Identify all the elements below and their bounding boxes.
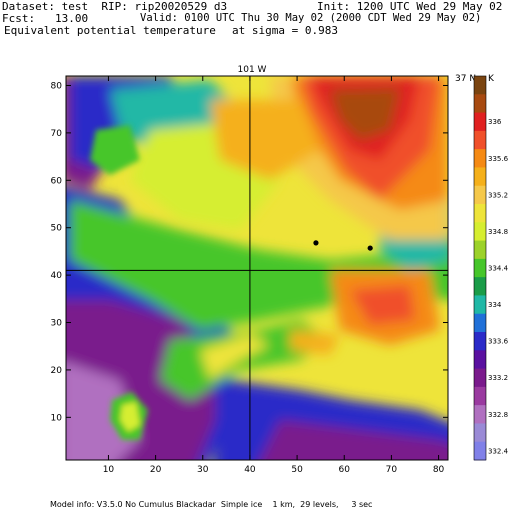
y-tick-label: 20 [51,366,63,376]
x-tick-label: 70 [386,465,398,475]
fcst-line: Fcst: 13.00 [2,12,89,25]
y-tick-label: 50 [51,224,63,234]
x-tick-label: 60 [339,465,351,475]
colorbar-swatch [474,185,486,205]
x-tick-label: 40 [244,465,256,475]
colorbar-label: 333.2 [488,374,508,382]
station-marker [313,240,319,246]
y-tick-label: 10 [51,413,63,423]
x-tick-label: 30 [197,465,209,475]
colorbar-frame [473,75,487,461]
top-meridian-label: 101 W [238,65,267,75]
heatmap-field [66,76,448,460]
colorbar-swatch [474,258,486,278]
colorbar-swatch [474,368,486,388]
colorbar-label: 334.4 [488,265,509,273]
colorbar-label: 334.8 [488,228,508,236]
colorbar-swatch [474,313,486,333]
colorbar-label: 335.2 [488,191,508,199]
colorbar-label: 332.4 [488,447,509,455]
plot-frame [65,75,449,461]
colorbar-swatch [474,130,486,150]
right-parallel-label: 37 N [455,74,476,84]
colorbar-swatch [474,441,486,461]
colorbar-swatch [474,423,486,443]
colorbar-swatch [474,240,486,260]
valid-line: Valid: 0100 UTC Thu 30 May 02 (2000 CDT … [140,12,482,24]
station-marker [367,245,373,251]
colorbar-swatch [474,149,486,168]
y-tick-label: 70 [51,129,63,139]
x-tick-label: 20 [150,465,162,475]
colorbar-swatch [474,277,486,296]
colorbar-swatch [474,295,486,315]
y-tick-label: 40 [51,271,63,281]
colorbar-swatch [474,350,486,370]
y-tick-label: 80 [51,81,63,91]
colorbar-swatch [474,204,486,223]
model-info-footer: Model info: V3.5.0 No Cumulus Blackadar … [50,500,373,509]
colorbar-swatch [474,167,486,187]
field-line: Equivalent potential temperature [4,24,216,37]
colorbar-swatch [474,222,486,242]
colorbar-swatch [474,405,486,424]
station-markers [313,240,373,251]
y-axis: 10 20 30 40 50 60 70 80 [51,81,448,423]
colorbar-label: 334 [488,301,502,309]
colorbar-swatch [474,94,486,114]
x-tick-label: 50 [291,465,303,475]
colorbar-unit-label: K [488,74,495,84]
sigma-line: at sigma = 0.983 [232,24,338,37]
map-lines [66,76,448,460]
x-tick-label: 80 [433,465,445,475]
init-line: Init: 1200 UTC Wed 29 May 02 [317,0,503,13]
x-tick-label: 10 [103,465,115,475]
colorbar-swatch [474,76,486,95]
colorbar-label: 333.6 [488,338,509,346]
colorbar-label: 335.6 [488,155,509,163]
colorbar-swatch [474,332,486,351]
colorbar-label: 336 [488,118,502,126]
y-tick-label: 60 [51,176,63,186]
colorbar: 336 335.6 335.2 334.8 334.4 334 333.6 333.2 332.… [473,75,509,461]
x-axis: 10 20 30 40 50 60 70 80 [103,76,445,475]
y-tick-label: 30 [51,319,63,329]
colorbar-swatch [474,112,486,132]
colorbar-swatch [474,386,486,406]
colorbar-label: 332.8 [488,411,508,419]
dataset-line: Dataset: test RIP: rip20020529 d3 [2,0,228,13]
